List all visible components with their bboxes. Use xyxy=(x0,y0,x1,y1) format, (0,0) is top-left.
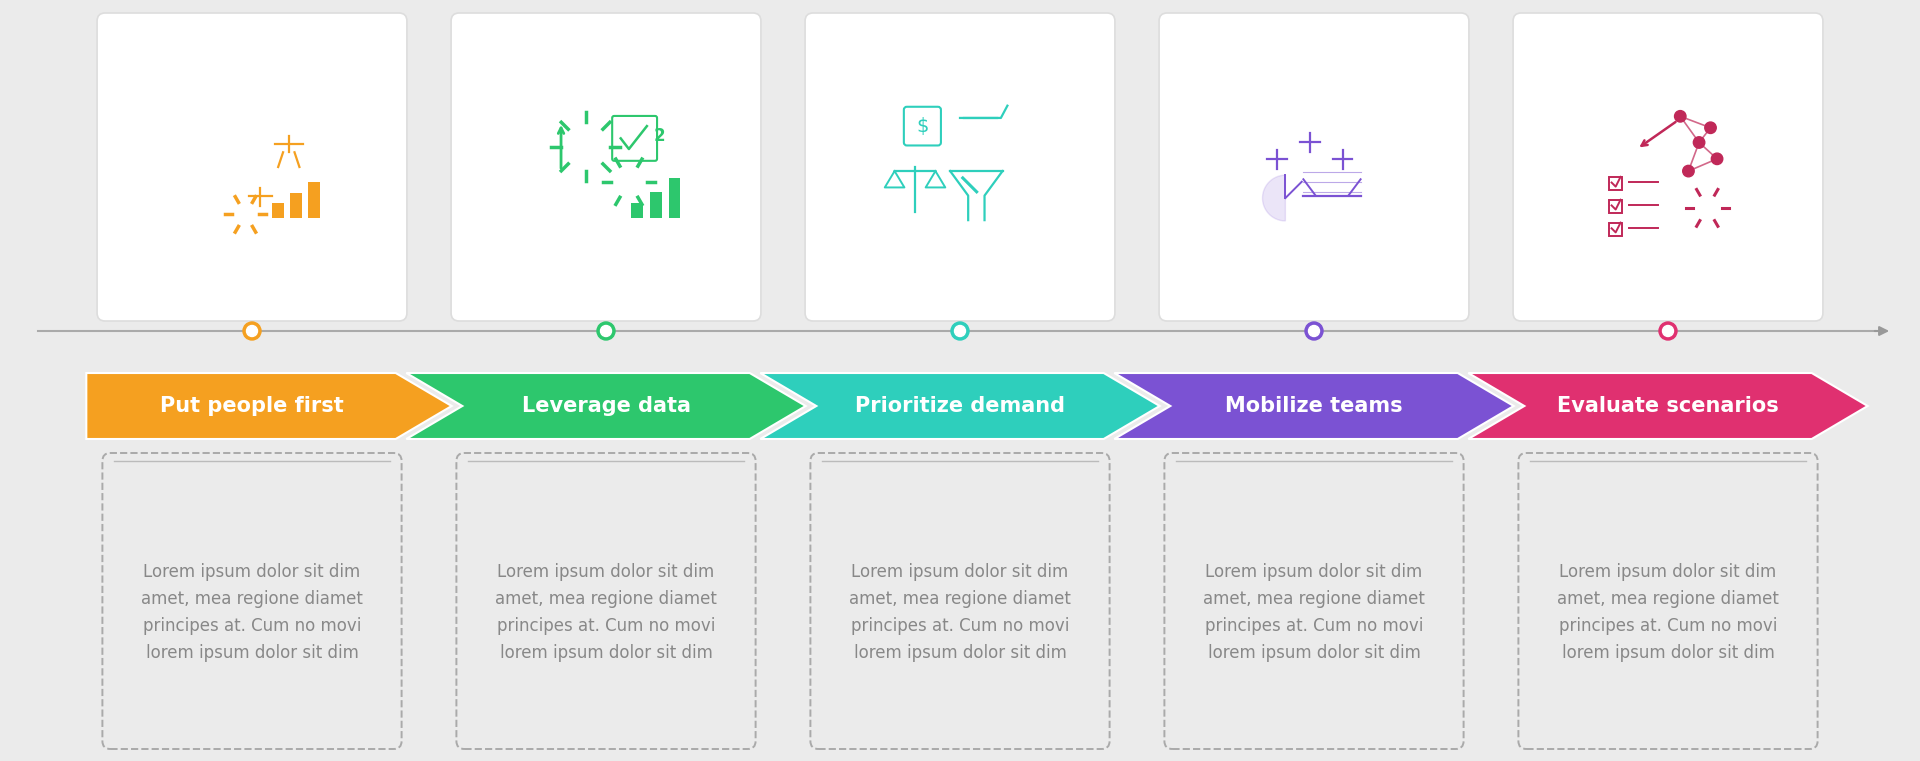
Bar xyxy=(668,178,680,218)
Circle shape xyxy=(1309,326,1319,336)
Text: Leverage data: Leverage data xyxy=(522,396,691,416)
Bar xyxy=(651,192,662,218)
FancyBboxPatch shape xyxy=(1160,13,1469,321)
Circle shape xyxy=(954,326,966,336)
Bar xyxy=(1609,177,1622,190)
Text: Evaluate scenarios: Evaluate scenarios xyxy=(1557,396,1778,416)
Bar xyxy=(309,182,321,218)
Bar xyxy=(290,193,301,218)
Polygon shape xyxy=(1263,175,1284,221)
FancyBboxPatch shape xyxy=(457,453,756,749)
Text: Mobilize teams: Mobilize teams xyxy=(1225,396,1404,416)
Circle shape xyxy=(597,322,614,340)
Circle shape xyxy=(950,322,970,340)
Circle shape xyxy=(244,322,261,340)
Text: $: $ xyxy=(916,116,929,135)
Text: Lorem ipsum dolor sit dim
amet, mea regione diamet
principes at. Cum no movi
lor: Lorem ipsum dolor sit dim amet, mea regi… xyxy=(1557,562,1780,662)
Polygon shape xyxy=(1114,373,1513,439)
Circle shape xyxy=(1663,326,1674,336)
Circle shape xyxy=(1693,137,1705,148)
Text: Put people first: Put people first xyxy=(159,396,344,416)
Circle shape xyxy=(1674,110,1686,122)
Bar xyxy=(1609,223,1622,236)
Text: Lorem ipsum dolor sit dim
amet, mea regione diamet
principes at. Cum no movi
lor: Lorem ipsum dolor sit dim amet, mea regi… xyxy=(1204,562,1425,662)
Polygon shape xyxy=(86,373,451,439)
Polygon shape xyxy=(760,373,1160,439)
FancyBboxPatch shape xyxy=(1519,453,1818,749)
Circle shape xyxy=(1705,122,1716,133)
FancyBboxPatch shape xyxy=(451,13,760,321)
Text: 2: 2 xyxy=(653,127,664,145)
FancyBboxPatch shape xyxy=(102,453,401,749)
Polygon shape xyxy=(1469,373,1868,439)
Bar xyxy=(632,203,643,218)
Bar xyxy=(1609,199,1622,213)
FancyBboxPatch shape xyxy=(810,453,1110,749)
Polygon shape xyxy=(407,373,806,439)
Circle shape xyxy=(601,326,611,336)
Text: Lorem ipsum dolor sit dim
amet, mea regione diamet
principes at. Cum no movi
lor: Lorem ipsum dolor sit dim amet, mea regi… xyxy=(140,562,363,662)
Circle shape xyxy=(1306,322,1323,340)
FancyBboxPatch shape xyxy=(804,13,1116,321)
Bar xyxy=(273,203,284,218)
FancyBboxPatch shape xyxy=(1164,453,1463,749)
Text: Lorem ipsum dolor sit dim
amet, mea regione diamet
principes at. Cum no movi
lor: Lorem ipsum dolor sit dim amet, mea regi… xyxy=(495,562,716,662)
FancyBboxPatch shape xyxy=(98,13,407,321)
FancyBboxPatch shape xyxy=(1513,13,1822,321)
Text: Prioritize demand: Prioritize demand xyxy=(854,396,1066,416)
Text: Lorem ipsum dolor sit dim
amet, mea regione diamet
principes at. Cum no movi
lor: Lorem ipsum dolor sit dim amet, mea regi… xyxy=(849,562,1071,662)
Circle shape xyxy=(1711,153,1722,164)
Circle shape xyxy=(1659,322,1676,340)
Circle shape xyxy=(246,326,257,336)
Circle shape xyxy=(1682,165,1693,177)
